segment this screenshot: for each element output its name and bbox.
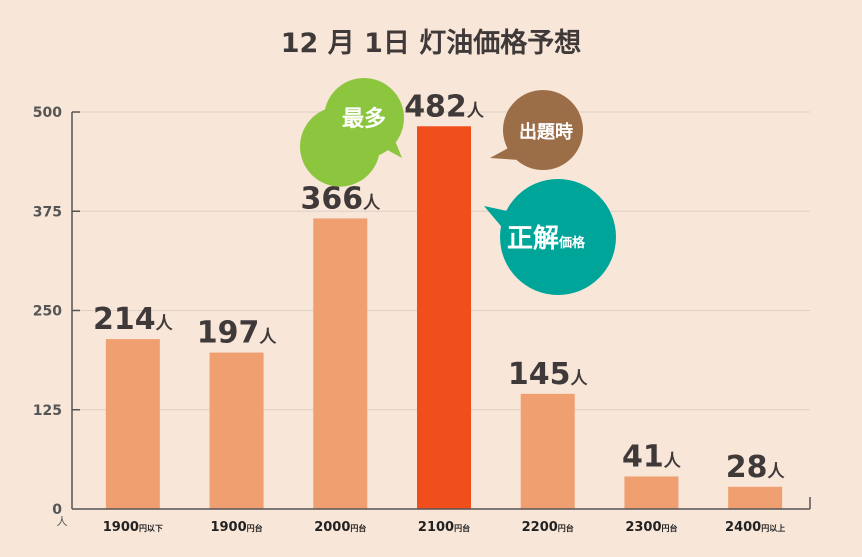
y-tick-label: 250 — [33, 304, 62, 320]
correct-label-sub: 価格 — [558, 235, 586, 251]
bar — [105, 339, 160, 509]
y-tick-label: 500 — [33, 105, 62, 121]
at-question-circle — [503, 90, 583, 170]
y-axis-ticks: 0 125 250 375 500 人 — [33, 105, 68, 528]
bar — [313, 218, 368, 509]
at-question-tail — [490, 146, 520, 160]
value-labels: 214人 197人 366人 482人 145人 41人 28人 — [93, 89, 785, 484]
at-question-label: 出題時 — [519, 121, 573, 143]
category-label: 2200円台 — [522, 520, 574, 535]
y-tick-label: 0 — [52, 502, 62, 518]
correct-callout: 正解価格 — [484, 179, 616, 295]
category-label: 2300円台 — [625, 520, 677, 535]
y-tick-label: 375 — [33, 204, 62, 220]
correct-circle — [500, 179, 616, 295]
correct-label-main: 正解 — [507, 224, 559, 254]
value-label: 145人 — [508, 357, 589, 392]
at-question-callout: 出題時 — [490, 90, 583, 170]
value-label: 28人 — [726, 450, 786, 485]
category-label: 2100円台 — [418, 520, 470, 535]
bars — [105, 126, 783, 510]
bar — [728, 486, 783, 509]
correct-label: 正解価格 — [507, 224, 586, 254]
most-callout: 最多 — [300, 78, 404, 187]
chart-title: 12 月 1日 灯油価格予想 — [281, 28, 582, 59]
category-label: 1900円台 — [210, 520, 262, 535]
value-label: 214人 — [93, 302, 174, 337]
value-label: 482人 — [404, 89, 485, 124]
y-axis-unit: 人 — [57, 515, 68, 528]
value-label: 366人 — [300, 181, 381, 216]
bar — [417, 126, 471, 510]
most-label: 最多 — [342, 106, 386, 132]
value-label: 41人 — [622, 439, 682, 474]
bar — [209, 352, 264, 509]
correct-tail — [484, 206, 512, 232]
category-label: 2400円以上 — [725, 520, 785, 535]
category-labels: 1900円以下 1900円台 2000円台 2100円台 2200円台 2300円台 240… — [103, 520, 785, 535]
bar — [520, 393, 575, 509]
category-label: 2000円台 — [314, 520, 366, 535]
y-tick-label: 125 — [33, 403, 62, 419]
category-label: 1900円以下 — [103, 520, 163, 535]
most-circle — [324, 78, 404, 158]
value-label: 197人 — [197, 316, 278, 351]
bar — [624, 476, 679, 509]
